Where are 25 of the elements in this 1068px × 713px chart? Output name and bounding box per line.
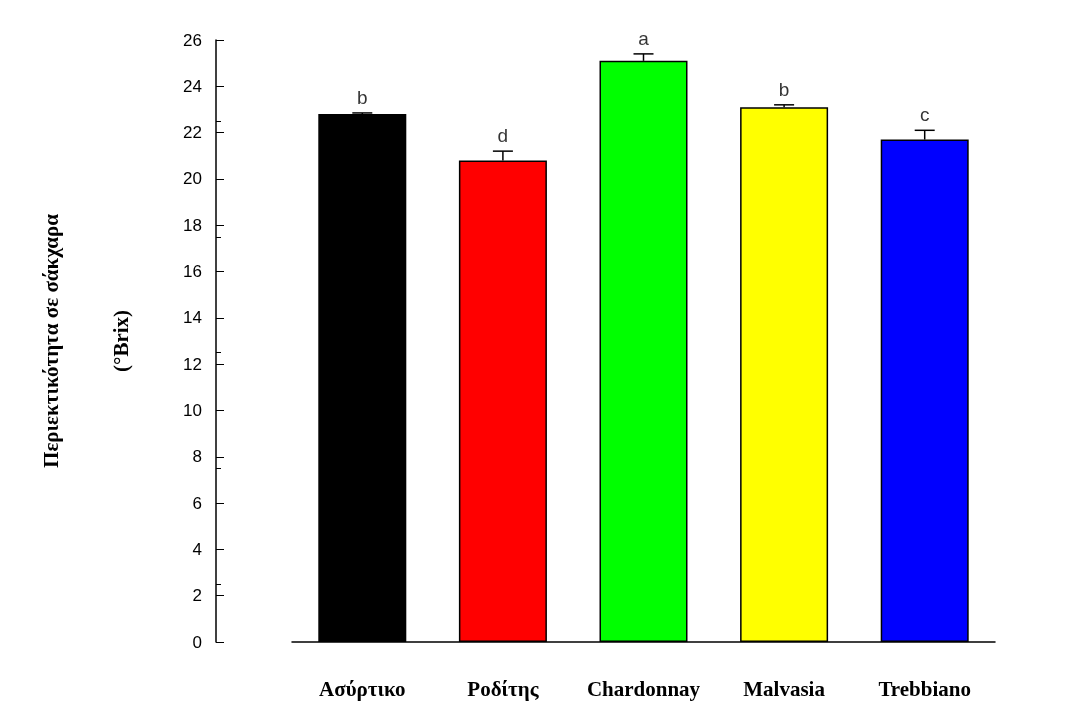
y-tick-label: 4 bbox=[192, 539, 202, 559]
y-tick-label: 0 bbox=[192, 632, 202, 652]
annotation: b bbox=[357, 86, 368, 108]
y-tick-label: 6 bbox=[192, 493, 202, 513]
x-tick-label: Chardonnay bbox=[586, 676, 701, 701]
y-tick-label: 8 bbox=[192, 447, 202, 467]
y-tick-label: 20 bbox=[183, 169, 202, 189]
y-tick-label: 24 bbox=[183, 76, 202, 96]
y-tick-label: 12 bbox=[183, 354, 202, 374]
x-tick-label: Malvasia bbox=[743, 676, 826, 701]
y-tick-label: 14 bbox=[183, 308, 202, 328]
x-tick-label: Ασύρτικο bbox=[319, 676, 406, 701]
annotation: d bbox=[497, 125, 509, 147]
annotation: a bbox=[638, 27, 650, 49]
y-tick-label: 10 bbox=[183, 400, 202, 420]
annotation: b bbox=[778, 78, 790, 100]
y-tick-label: 26 bbox=[183, 30, 202, 50]
y-tick-label: 22 bbox=[183, 123, 202, 143]
annotation: c bbox=[919, 104, 930, 126]
y-tick-label: 18 bbox=[183, 215, 202, 235]
text: Περιεκτικότητα σε σάκχαρα (°Brix) bbox=[39, 214, 133, 468]
x-tick-label: Trebbiano bbox=[878, 676, 971, 701]
x-tick-label: Ροδίτης bbox=[467, 676, 540, 701]
y-tick-label: 16 bbox=[183, 262, 202, 282]
y-tick-label: 2 bbox=[192, 586, 202, 606]
